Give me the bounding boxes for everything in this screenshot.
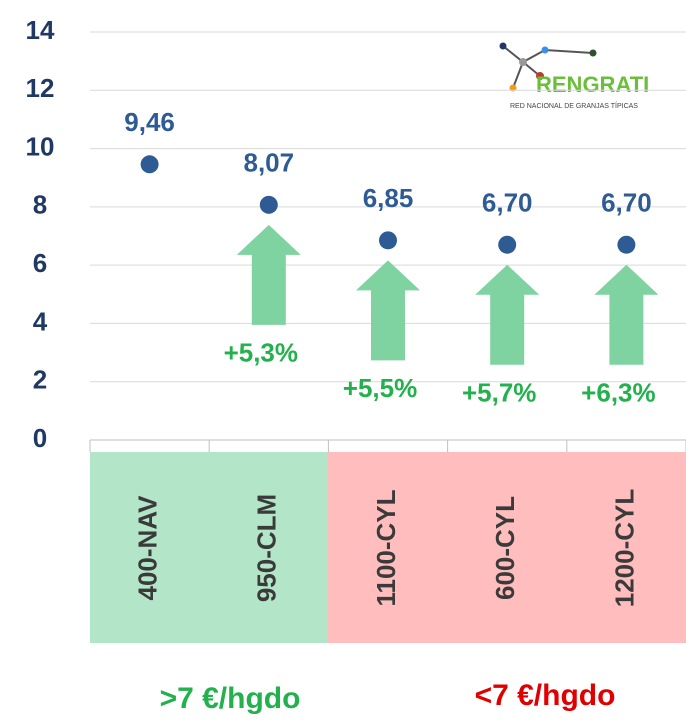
y-tick-label: 10 (26, 131, 55, 161)
logo-name: RENGRATI (536, 72, 649, 97)
y-tick-label: 2 (33, 365, 47, 395)
group-box (328, 452, 686, 643)
group-label: <7 €/hgdo (475, 679, 616, 712)
point (498, 235, 517, 254)
logo-subtitle: RED NACIONAL DE GRANJAS TÍPICAS (510, 101, 638, 110)
data-label: 9,46 (124, 107, 175, 137)
y-tick-label: 4 (33, 306, 48, 336)
y-tick-label: 6 (33, 248, 47, 278)
change-arrow (356, 260, 420, 361)
x-tick-label: 1200-CYL (609, 489, 639, 608)
change-label: +5,5% (343, 373, 417, 403)
group-label: >7 €/hgdo (160, 682, 301, 715)
change-arrow (594, 264, 659, 365)
point (140, 155, 159, 174)
change-label: +6,3% (581, 378, 655, 408)
y-tick-label: 12 (26, 73, 55, 103)
x-tick-label: 600-CYL (490, 496, 520, 600)
change-label: +5,3% (224, 338, 298, 368)
y-tick-label: 14 (26, 15, 55, 45)
x-tick-label: 950-CLM (252, 494, 282, 602)
group-box (90, 452, 328, 643)
point (379, 231, 397, 250)
x-tick-label: 400-NAV (132, 495, 162, 601)
logo: RENGRATI RED NACIONAL DE GRANJAS TÍPICAS (499, 42, 649, 110)
y-tick-label: 8 (33, 190, 47, 220)
change-arrow (236, 224, 301, 325)
data-label: 8,07 (243, 148, 294, 178)
data-label: 6,85 (363, 183, 414, 213)
point (259, 195, 278, 214)
x-tick-label: 1100-CYL (371, 489, 401, 606)
data-label: 6,70 (482, 188, 533, 218)
y-tick-label: 0 (33, 423, 47, 453)
change-label: +5,7% (462, 378, 536, 408)
data-label: 6,70 (601, 188, 652, 218)
change-arrow (475, 264, 540, 365)
point (617, 235, 636, 254)
